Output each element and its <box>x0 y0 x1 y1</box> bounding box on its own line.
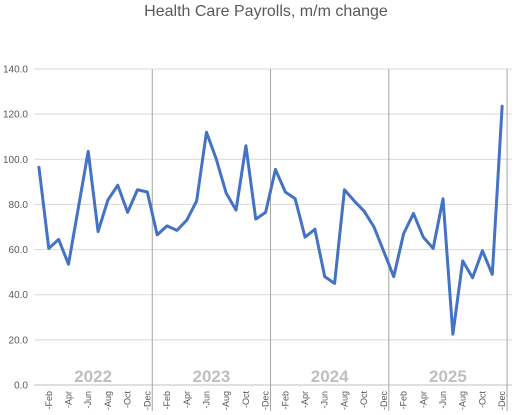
year-label: 2024 <box>311 367 349 386</box>
x-tick-label: -Dec <box>142 391 152 411</box>
series-layer <box>37 104 504 336</box>
year-label: 2025 <box>429 367 467 386</box>
x-tick-label: -Aug <box>339 391 349 410</box>
year-label: 2022 <box>74 367 112 386</box>
x-tick-label: -Jun <box>438 391 448 409</box>
y-tick-label: 140.0 <box>3 65 28 76</box>
y-tick-label: 60.0 <box>9 245 29 256</box>
year-label: 2023 <box>192 367 230 386</box>
x-tick-label: -Feb <box>44 391 54 410</box>
x-tick-label: -Oct <box>359 391 369 408</box>
x-tick-label: -Oct <box>241 391 251 408</box>
x-tick-label: -Oct <box>477 391 487 408</box>
chart-title: Health Care Payrolls, m/m change <box>144 3 388 20</box>
x-tick-label: -Jun <box>201 391 211 409</box>
y-tick-label: 0.0 <box>14 381 28 392</box>
x-tick-label: -Feb <box>162 391 172 410</box>
x-axis-tick-labels: -Feb -Apr -Jun -Aug -Oct -Dec -Feb -Apr -Jun -Aug… <box>44 391 507 411</box>
x-tick-label: -Dec <box>497 391 507 411</box>
y-tick-label: 120.0 <box>3 110 28 121</box>
x-tick-label: -Apr <box>300 391 310 408</box>
x-tick-label: -Dec <box>379 391 389 411</box>
x-tick-label: -Jun <box>83 391 93 409</box>
y-axis-tick-labels: 0.0 20.0 40.0 60.0 80.0 100.0 120.0 140.0 <box>3 65 28 392</box>
y-tick-label: 80.0 <box>9 200 29 211</box>
series-line <box>37 104 504 336</box>
x-tick-label: -Aug <box>103 391 113 410</box>
y-tick-label: 40.0 <box>9 290 29 301</box>
x-tick-label: -Aug <box>458 391 468 410</box>
y-tick-label: 20.0 <box>9 335 29 346</box>
year-dividers <box>151 69 508 411</box>
gridlines <box>34 68 512 386</box>
year-labels: 2022 2023 2024 2025 <box>74 367 467 386</box>
x-tick-label: -Feb <box>280 391 290 410</box>
x-tick-label: -Apr <box>63 391 73 408</box>
x-tick-label: -Aug <box>221 391 231 410</box>
x-tick-label: -Dec <box>261 391 271 411</box>
x-tick-label: -Apr <box>182 391 192 408</box>
x-tick-label: -Apr <box>418 391 428 408</box>
x-tick-label: -Feb <box>399 391 409 410</box>
y-tick-label: 100.0 <box>3 155 28 166</box>
x-tick-label: -Jun <box>320 391 330 409</box>
x-tick-label: -Oct <box>123 391 133 408</box>
